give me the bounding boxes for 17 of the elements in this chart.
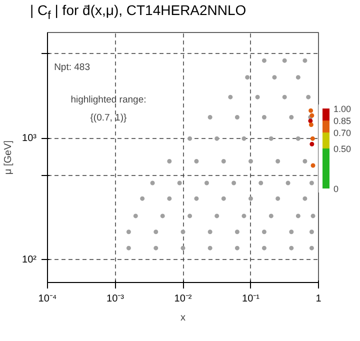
y-tick-label: 10² <box>22 254 38 266</box>
x-tick-label: 1 <box>316 294 322 304</box>
color-bar-label: 0.85 <box>334 116 352 126</box>
y-axis-title: μ [GeV] <box>3 140 14 175</box>
x-axis-title: x <box>180 312 186 324</box>
annotation: Npt: 483 <box>54 62 90 73</box>
y-tick-label: 10³ <box>22 133 38 144</box>
color-bar-label: 0 <box>334 184 339 194</box>
x-tick-label: 10⁻¹ <box>242 294 260 304</box>
color-bar-label: 1.00 <box>334 104 352 114</box>
x-tick-label: 10⁻³ <box>106 294 125 304</box>
chart-title: | C$_{f}$ | for d̄(x,μ), CT14HERA2NNLO <box>30 1 246 24</box>
color-bar-label: 0.70 <box>334 128 352 138</box>
annotation: highlighted range: {(0.7, 1)} <box>70 94 146 124</box>
x-tick-label: 10⁻⁴ <box>38 294 57 304</box>
x-tick-label: 10⁻² <box>174 294 192 304</box>
color-bar-label: 0.50 <box>334 144 352 154</box>
